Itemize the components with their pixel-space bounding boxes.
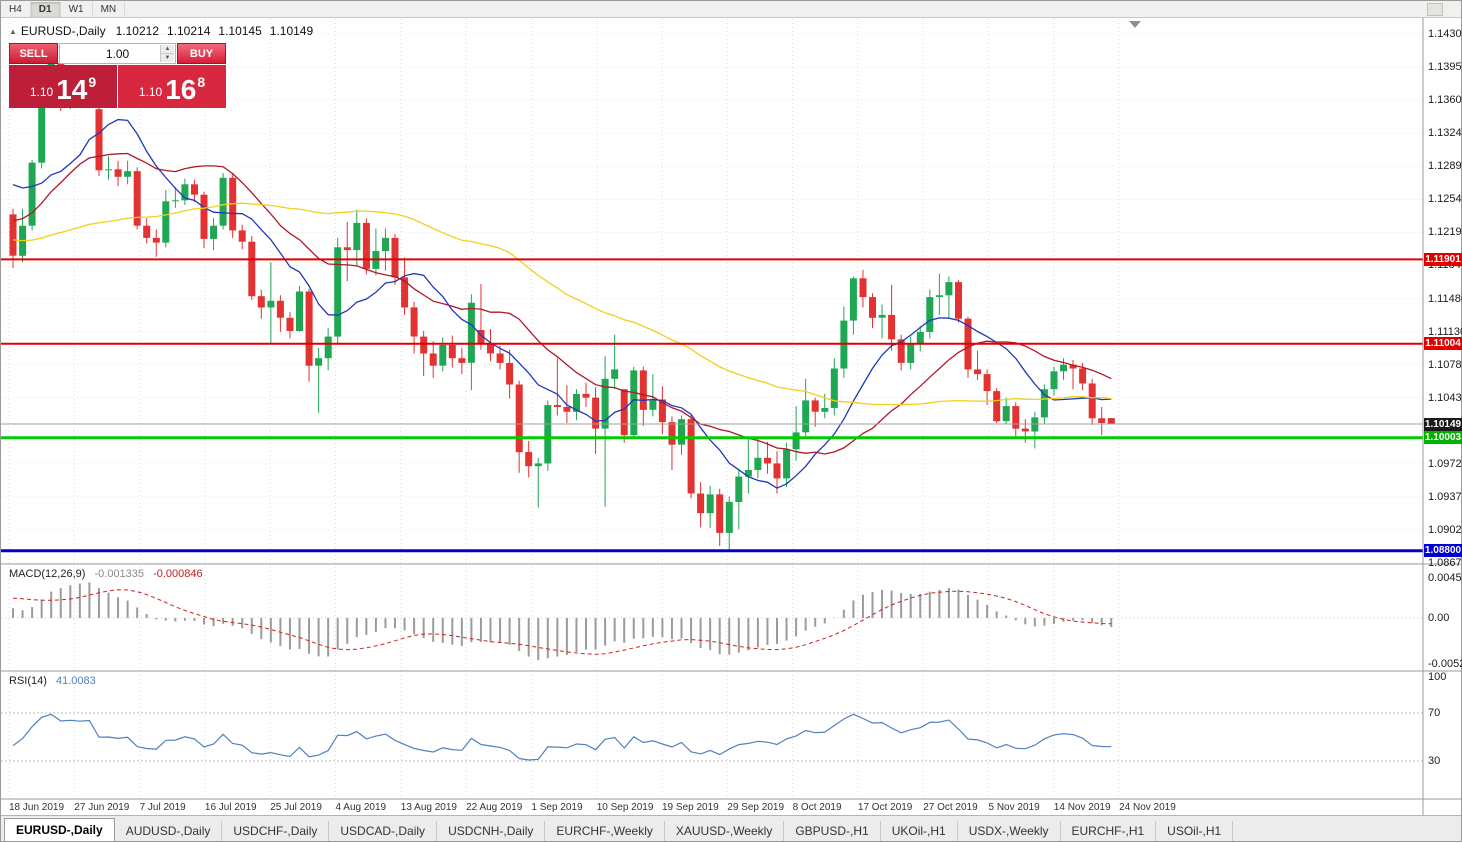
sell-price-handle: 1.10 (29, 85, 54, 99)
chart-tab-usdx-weekly[interactable]: USDX-,Weekly (958, 821, 1061, 841)
date-axis-label: 22 Aug 2019 (466, 802, 523, 813)
date-axis-label: 18 Jun 2019 (9, 802, 65, 813)
price-axis-label: 1.13240 (1428, 127, 1462, 140)
buy-button[interactable]: BUY (177, 43, 226, 64)
timeframe-button-d1[interactable]: D1 (30, 1, 61, 17)
sell-price-display[interactable]: 1.10 14 9 (9, 65, 117, 108)
chart-tab-gbpusd-h1[interactable]: GBPUSD-,H1 (784, 821, 881, 841)
rsi-axis-label: 30 (1428, 755, 1441, 767)
level-tag-resistance-2: 1.11004 (1424, 337, 1462, 351)
price-axis-label: 1.12540 (1428, 193, 1462, 206)
buy-price-handle: 1.10 (138, 85, 163, 99)
macd-axis-label: 0.00 (1428, 612, 1450, 624)
date-axis-label: 24 Nov 2019 (1119, 802, 1176, 813)
rsi-title: RSI(14) (9, 675, 47, 687)
price-axis-label: 1.10780 (1428, 358, 1462, 371)
date-axis-label: 7 Jul 2019 (139, 802, 186, 813)
rsi-indicator-label: RSI(14) 41.0083 (9, 675, 96, 687)
sell-button[interactable]: SELL (9, 43, 58, 64)
date-axis-label: 1 Sep 2019 (531, 802, 583, 813)
chart-symbol-label: EURUSD-,Daily (20, 24, 106, 38)
chart-tab-eurchf-h1[interactable]: EURCHF-,H1 (1061, 821, 1157, 841)
price-axis-label: 1.09020 (1428, 523, 1462, 536)
sell-price-big-digits: 14 (56, 74, 88, 105)
price-axis-label: 1.09370 (1428, 490, 1462, 503)
ohlc-open-value: 1.10212 (115, 24, 159, 38)
price-axis-label: 1.11130 (1428, 325, 1462, 338)
volume-spinner: ▲ ▼ (160, 45, 174, 62)
chart-tab-bar: EURUSD-,Daily AUDUSD-,Daily USDCHF-,Daily U… (1, 815, 1461, 841)
timeframe-button-mn[interactable]: MN (93, 1, 126, 17)
macd-axis-label: 0.004536 (1428, 572, 1462, 585)
date-axis-label: 8 Oct 2019 (792, 802, 842, 813)
chart-shift-marker (1129, 21, 1141, 28)
rsi-axis-label: 100 (1428, 671, 1447, 683)
macd-main-value: -0.001335 (94, 568, 145, 580)
chart-tab-usoil-h1[interactable]: USOil-,H1 (1156, 821, 1234, 841)
timeframe-buttons: H4 D1 W1 MN (1, 1, 126, 17)
date-axis-label: 27 Oct 2019 (923, 802, 978, 813)
timeframe-button-w1[interactable]: W1 (61, 1, 93, 17)
price-axis-label: 1.12190 (1428, 226, 1462, 239)
buy-price-big-digits: 16 (165, 74, 197, 105)
volume-field[interactable]: 1.00 ▲ ▼ (59, 43, 176, 64)
macd-title: MACD(12,26,9) (9, 568, 86, 580)
chart-tab-ukoil-h1[interactable]: UKOil-,H1 (881, 821, 958, 841)
date-axis-label: 13 Aug 2019 (400, 802, 457, 813)
price-axis-label: 1.11480 (1428, 292, 1462, 305)
date-axis-label: 19 Sep 2019 (662, 802, 719, 813)
chart-tab-usdcad-daily[interactable]: USDCAD-,Daily (329, 821, 438, 841)
ohlc-close-value: 1.10149 (269, 24, 314, 38)
chart-tab-audusd-daily[interactable]: AUDUSD-,Daily (115, 821, 223, 841)
rsi-value: 41.0083 (55, 675, 96, 687)
buy-price-display[interactable]: 1.10 16 8 (118, 65, 226, 108)
date-axis-label: 25 Jul 2019 (270, 802, 322, 813)
toolbar-overflow-button[interactable] (1427, 3, 1443, 16)
price-axis-label: 1.12890 (1428, 160, 1462, 173)
volume-decrease-button[interactable]: ▼ (161, 54, 174, 62)
volume-value: 1.00 (105, 46, 130, 61)
price-axis-label: 1.13600 (1428, 94, 1462, 107)
date-axis-label: 17 Oct 2019 (857, 802, 913, 813)
date-axis-label: 27 Jun 2019 (74, 802, 130, 813)
chart-tab-xauusd-weekly[interactable]: XAUUSD-,Weekly (665, 821, 785, 841)
date-axis-label: 16 Jul 2019 (204, 802, 257, 813)
macd-axis-label: -0.005205 (1428, 657, 1462, 670)
volume-increase-button[interactable]: ▲ (161, 45, 174, 54)
ohlc-high-value: 1.10214 (167, 24, 211, 38)
macd-signal-value: -0.000846 (153, 568, 203, 580)
timeframe-toolbar: H4 D1 W1 MN (1, 1, 1461, 18)
level-tag-support-1: 1.10003 (1424, 431, 1462, 445)
date-axis-label: 14 Nov 2019 (1053, 802, 1111, 813)
one-click-trading-panel: SELL 1.00 ▲ ▼ BUY 1.10 14 9 1.10 16 8 (9, 43, 226, 108)
price-axis-label: 1.10430 (1428, 391, 1462, 404)
date-axis-label: 4 Aug 2019 (335, 802, 387, 813)
date-axis-label: 10 Sep 2019 (596, 802, 654, 813)
chart-tab-usdcnh-daily[interactable]: USDCNH-,Daily (437, 821, 546, 841)
price-axis-label: 1.09720 (1428, 457, 1462, 470)
date-axis-label: 29 Sep 2019 (727, 802, 785, 813)
buy-price-pipette: 8 (197, 74, 206, 90)
timeframe-button-h4[interactable]: H4 (1, 1, 31, 17)
sell-price-pipette: 9 (88, 74, 97, 90)
macd-indicator-label: MACD(12,26,9) -0.001335 -0.000846 (9, 568, 203, 580)
chart-tab-usdchf-daily[interactable]: USDCHF-,Daily (222, 821, 330, 841)
level-tag-support-2: 1.08800 (1424, 544, 1462, 558)
chart-tab-eurusd-daily[interactable]: EURUSD-,Daily (4, 818, 115, 841)
price-axis-label: 1.13950 (1428, 61, 1462, 74)
level-tag-resistance-1: 1.11901 (1424, 252, 1462, 266)
chart-ohlc-header: ▲ EURUSD-,Daily 1.10212 1.10214 1.10145 … (9, 24, 321, 38)
ohlc-low-value: 1.10145 (218, 24, 262, 38)
rsi-axis-label: 70 (1428, 707, 1441, 719)
price-axis-label: 1.14300 (1428, 28, 1462, 40)
chart-tab-eurchf-weekly[interactable]: EURCHF-,Weekly (545, 821, 665, 841)
trade-panel-collapse-icon[interactable]: ▲ (9, 26, 17, 36)
current-price-tag: 1.10149 (1424, 417, 1462, 431)
date-axis-label: 5 Nov 2019 (988, 802, 1040, 813)
